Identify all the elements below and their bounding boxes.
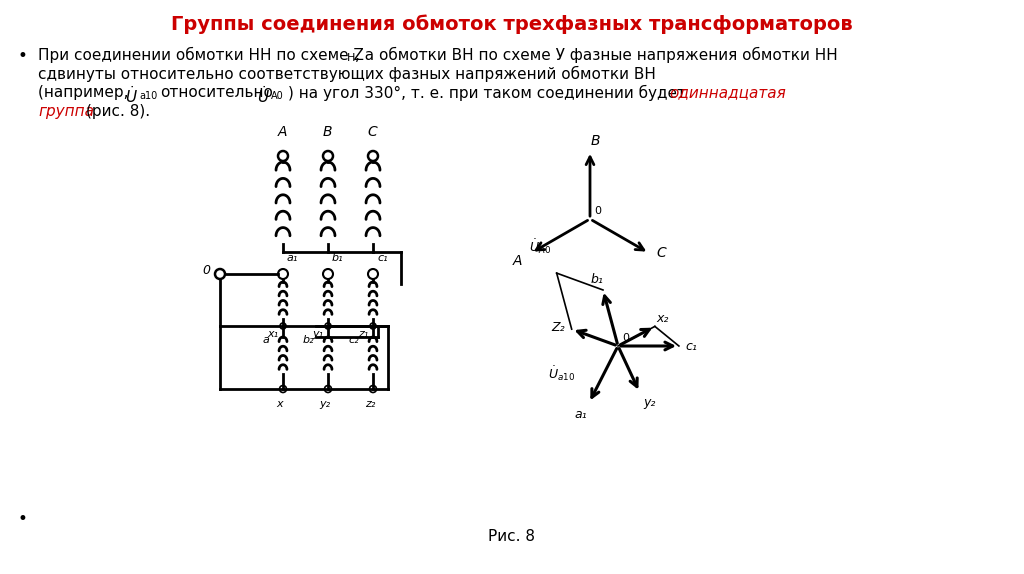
Text: 0: 0 <box>594 206 601 216</box>
Text: z₂: z₂ <box>365 399 375 409</box>
Text: z₁: z₁ <box>357 329 368 339</box>
Text: H: H <box>347 53 355 63</box>
Text: b₁: b₁ <box>332 253 344 263</box>
Text: группа: группа <box>38 104 94 119</box>
Text: A: A <box>278 125 287 139</box>
Text: A: A <box>512 254 522 268</box>
Text: a₁: a₁ <box>574 408 588 421</box>
Text: •: • <box>18 510 28 528</box>
Text: $\dot{U}_{a10}$: $\dot{U}_{a10}$ <box>549 364 575 383</box>
Text: C: C <box>368 125 377 139</box>
Text: x: x <box>276 399 284 409</box>
Text: одиннадцатая: одиннадцатая <box>669 85 785 100</box>
Text: $\dot{U}_{A0}$: $\dot{U}_{A0}$ <box>528 237 551 255</box>
Text: (например,: (например, <box>38 85 133 100</box>
Text: Z₂: Z₂ <box>551 321 564 333</box>
Text: A0: A0 <box>271 91 284 101</box>
Text: c₁: c₁ <box>685 339 697 352</box>
Text: c₂: c₂ <box>348 335 359 345</box>
Text: a: a <box>262 335 269 345</box>
Text: B: B <box>590 134 600 148</box>
Text: b₁: b₁ <box>591 273 603 286</box>
Text: (рис. 8).: (рис. 8). <box>86 104 151 119</box>
Text: $\dot{U}$: $\dot{U}$ <box>125 85 138 106</box>
Text: относительно: относительно <box>160 85 272 100</box>
Text: Рис. 8: Рис. 8 <box>488 529 536 544</box>
Text: 0: 0 <box>202 265 210 277</box>
Text: •: • <box>18 47 28 65</box>
Text: B: B <box>323 125 332 139</box>
Text: , а обмотки ВН по схеме У фазные напряжения обмотки НН: , а обмотки ВН по схеме У фазные напряже… <box>355 47 838 63</box>
Text: a₁: a₁ <box>287 253 298 263</box>
Text: c₁: c₁ <box>377 253 388 263</box>
Text: Группы соединения обмоток трехфазных трансформаторов: Группы соединения обмоток трехфазных тра… <box>171 14 853 33</box>
Text: y₂: y₂ <box>319 399 331 409</box>
Text: x₁: x₁ <box>267 329 278 339</box>
Text: ) на угол 330°, т. е. при таком соединении будет: ) на угол 330°, т. е. при таком соединен… <box>288 85 686 101</box>
Text: 0: 0 <box>622 333 629 343</box>
Text: b₂: b₂ <box>302 335 314 345</box>
Text: y₁: y₁ <box>312 329 323 339</box>
Text: y₂: y₂ <box>643 395 655 409</box>
Text: x₂: x₂ <box>656 312 669 325</box>
Text: a10: a10 <box>139 91 158 101</box>
Text: $\dot{U}$: $\dot{U}$ <box>257 85 270 106</box>
Text: C: C <box>656 246 666 260</box>
Text: При соединении обмотки НН по схеме Z: При соединении обмотки НН по схеме Z <box>38 47 364 63</box>
Text: сдвинуты относительно соответствующих фазных напряжений обмотки ВН: сдвинуты относительно соответствующих фа… <box>38 66 656 82</box>
